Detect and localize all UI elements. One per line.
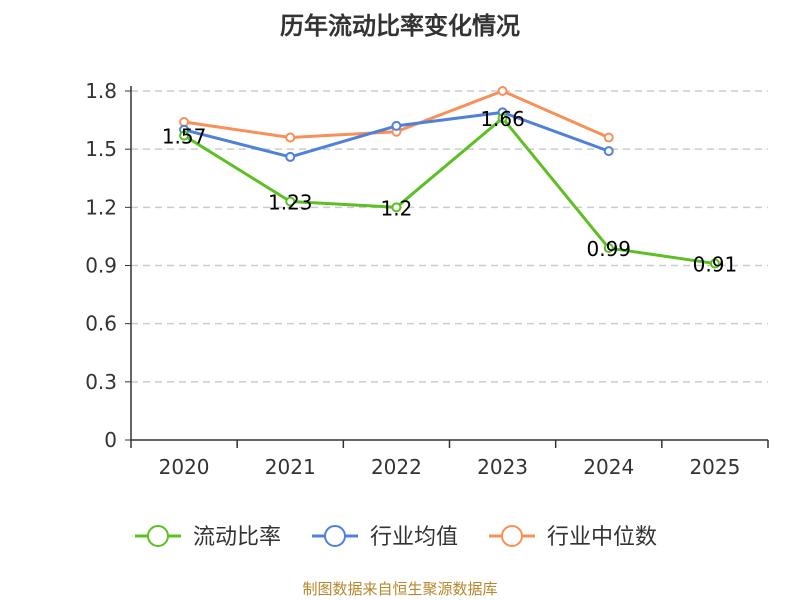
data-labels: 1.57 1.23 1.2 1.66 0.99 0.91 bbox=[162, 107, 737, 276]
x-tick-label: 2023 bbox=[477, 455, 528, 479]
x-tick-label: 2025 bbox=[689, 455, 740, 479]
y-tick-label: 1.2 bbox=[85, 195, 117, 219]
legend-label: 流动比率 bbox=[193, 525, 281, 550]
legend-marker-icon bbox=[147, 525, 169, 547]
y-tick-label: 1.8 bbox=[85, 79, 117, 103]
legend-label: 行业均值 bbox=[370, 525, 458, 550]
grid-lines bbox=[131, 90, 768, 383]
data-point bbox=[709, 258, 720, 269]
chart-title: 历年流动比率变化情况 bbox=[280, 12, 520, 40]
x-tick-label: 2021 bbox=[265, 455, 316, 479]
data-label: 0.99 bbox=[586, 237, 631, 261]
data-point bbox=[285, 132, 296, 143]
x-tick-label: 2022 bbox=[371, 455, 422, 479]
y-tick-label: 0.6 bbox=[85, 312, 117, 336]
axes: 0 0.3 0.6 0.9 1.2 1.5 1.8 2020 2021 2022 2023 2024 2… bbox=[85, 79, 769, 479]
data-point bbox=[391, 120, 402, 131]
legend-item[interactable]: 流动比率 bbox=[135, 525, 281, 550]
legend[interactable]: 流动比率 行业均值 行业中位数 bbox=[135, 525, 657, 550]
series-line bbox=[183, 116, 716, 266]
data-point bbox=[285, 151, 296, 162]
x-tick-label: 2020 bbox=[159, 455, 210, 479]
data-label: 1.23 bbox=[268, 191, 313, 215]
data-label: 0.91 bbox=[693, 253, 738, 277]
legend-marker-icon bbox=[324, 525, 346, 547]
data-point bbox=[497, 86, 508, 96]
y-tick-label: 0.9 bbox=[85, 254, 117, 278]
data-point bbox=[497, 113, 508, 124]
series-lines bbox=[179, 86, 720, 269]
data-label: 1.66 bbox=[480, 107, 525, 131]
legend-item[interactable]: 行业均值 bbox=[312, 525, 458, 550]
data-point bbox=[603, 132, 614, 143]
y-tick-label: 1.5 bbox=[85, 137, 117, 161]
data-point bbox=[391, 202, 402, 213]
data-point bbox=[603, 146, 614, 157]
x-tick-label: 2024 bbox=[583, 455, 634, 479]
data-label: 1.2 bbox=[381, 196, 413, 220]
source-note: 制图数据来自恒生聚源数据库 bbox=[302, 580, 498, 598]
data-point bbox=[179, 130, 190, 141]
data-point bbox=[603, 243, 614, 254]
legend-item[interactable]: 行业中位数 bbox=[489, 525, 657, 550]
legend-label: 行业中位数 bbox=[547, 525, 657, 550]
y-tick-label: 0.3 bbox=[85, 370, 117, 394]
y-tick-label: 0 bbox=[104, 428, 117, 452]
data-label: 1.57 bbox=[162, 125, 207, 149]
legend-marker-icon bbox=[501, 525, 523, 547]
data-point bbox=[285, 196, 296, 207]
